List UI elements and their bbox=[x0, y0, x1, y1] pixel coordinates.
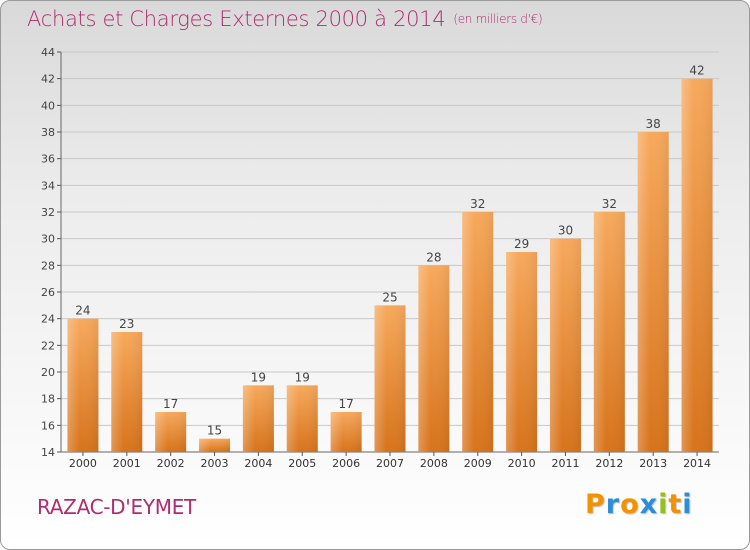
x-tick-label: 2007 bbox=[376, 457, 404, 470]
y-tick-label: 26 bbox=[41, 286, 55, 299]
chart-unit: (en milliers d'€) bbox=[453, 12, 543, 26]
y-tick-label: 16 bbox=[41, 419, 55, 432]
y-tick-label: 14 bbox=[41, 446, 55, 459]
bar-shade bbox=[242, 385, 274, 452]
logo-letter: i bbox=[682, 489, 693, 520]
x-tick-label: 2011 bbox=[551, 457, 579, 470]
bar-shade bbox=[155, 412, 187, 452]
logo-letter: t bbox=[668, 489, 683, 520]
y-tick-label: 40 bbox=[41, 99, 55, 112]
data-label: 23 bbox=[119, 317, 134, 331]
y-tick-label: 20 bbox=[41, 366, 55, 379]
x-tick-label: 2001 bbox=[113, 457, 141, 470]
x-tick-label: 2003 bbox=[201, 457, 229, 470]
data-label: 17 bbox=[163, 397, 178, 411]
data-label: 19 bbox=[295, 370, 310, 384]
data-label: 42 bbox=[689, 64, 704, 78]
data-label: 30 bbox=[558, 224, 573, 238]
x-tick-label: 2013 bbox=[639, 457, 667, 470]
bar-shade bbox=[67, 318, 99, 452]
x-tick-label: 2004 bbox=[244, 457, 272, 470]
y-tick-label: 36 bbox=[41, 153, 55, 166]
bar-shade bbox=[330, 412, 362, 452]
logo-letter: r bbox=[605, 489, 621, 520]
data-label: 32 bbox=[602, 197, 617, 211]
y-tick-label: 34 bbox=[41, 179, 55, 192]
x-tick-label: 2009 bbox=[464, 457, 492, 470]
chart-title: Achats et Charges Externes 2000 à 2014 (e… bbox=[27, 7, 543, 31]
data-label: 29 bbox=[514, 237, 529, 251]
y-tick-label: 32 bbox=[41, 206, 55, 219]
data-label: 24 bbox=[75, 304, 90, 318]
data-label: 38 bbox=[646, 117, 661, 131]
logo-letter: o bbox=[620, 489, 640, 520]
logo-letter: x bbox=[639, 489, 659, 520]
x-tick-label: 2008 bbox=[420, 457, 448, 470]
data-label: 28 bbox=[426, 250, 441, 264]
y-tick-label: 24 bbox=[41, 313, 55, 326]
proxiti-logo: Proxiti bbox=[585, 489, 693, 520]
bar-shade bbox=[111, 332, 143, 452]
y-tick-label: 44 bbox=[41, 46, 55, 59]
data-label: 17 bbox=[338, 397, 353, 411]
bar-shade bbox=[374, 305, 406, 452]
bar-shade bbox=[286, 385, 318, 452]
x-tick-label: 2006 bbox=[332, 457, 360, 470]
logo-letter: P bbox=[585, 489, 606, 520]
x-tick-label: 2012 bbox=[595, 457, 623, 470]
bar-shade bbox=[637, 132, 669, 452]
x-tick-label: 2010 bbox=[508, 457, 536, 470]
chart-title-text: Achats et Charges Externes 2000 à 2014 bbox=[27, 7, 446, 31]
data-label: 15 bbox=[207, 424, 222, 438]
y-tick-label: 22 bbox=[41, 339, 55, 352]
label-layer: 24 23 17 15 19 19 17 25 28 32 29 30 32 38 42 bbox=[75, 64, 704, 438]
bar-shade bbox=[549, 238, 581, 452]
location-name: RAZAC-D'EYMET bbox=[37, 495, 196, 519]
bar-shade bbox=[199, 438, 231, 452]
y-tick-label: 30 bbox=[41, 233, 55, 246]
bar-shade bbox=[506, 252, 538, 452]
x-tick-label: 2014 bbox=[683, 457, 711, 470]
bar-shade bbox=[462, 212, 494, 452]
y-tick-label: 18 bbox=[41, 393, 55, 406]
bar-shade bbox=[593, 212, 625, 452]
x-tick-label: 2005 bbox=[288, 457, 316, 470]
data-label: 19 bbox=[251, 370, 266, 384]
data-label: 25 bbox=[382, 290, 397, 304]
y-tick-label: 38 bbox=[41, 126, 55, 139]
bar-shade bbox=[418, 265, 450, 452]
data-label: 32 bbox=[470, 197, 485, 211]
y-tick-label: 28 bbox=[41, 259, 55, 272]
logo-letter: i bbox=[658, 489, 669, 520]
bar-layer bbox=[67, 78, 713, 453]
x-tick-label: 2000 bbox=[69, 457, 97, 470]
x-tick-label: 2002 bbox=[157, 457, 185, 470]
y-tick-label: 42 bbox=[41, 73, 55, 86]
bar-shade bbox=[681, 78, 713, 453]
